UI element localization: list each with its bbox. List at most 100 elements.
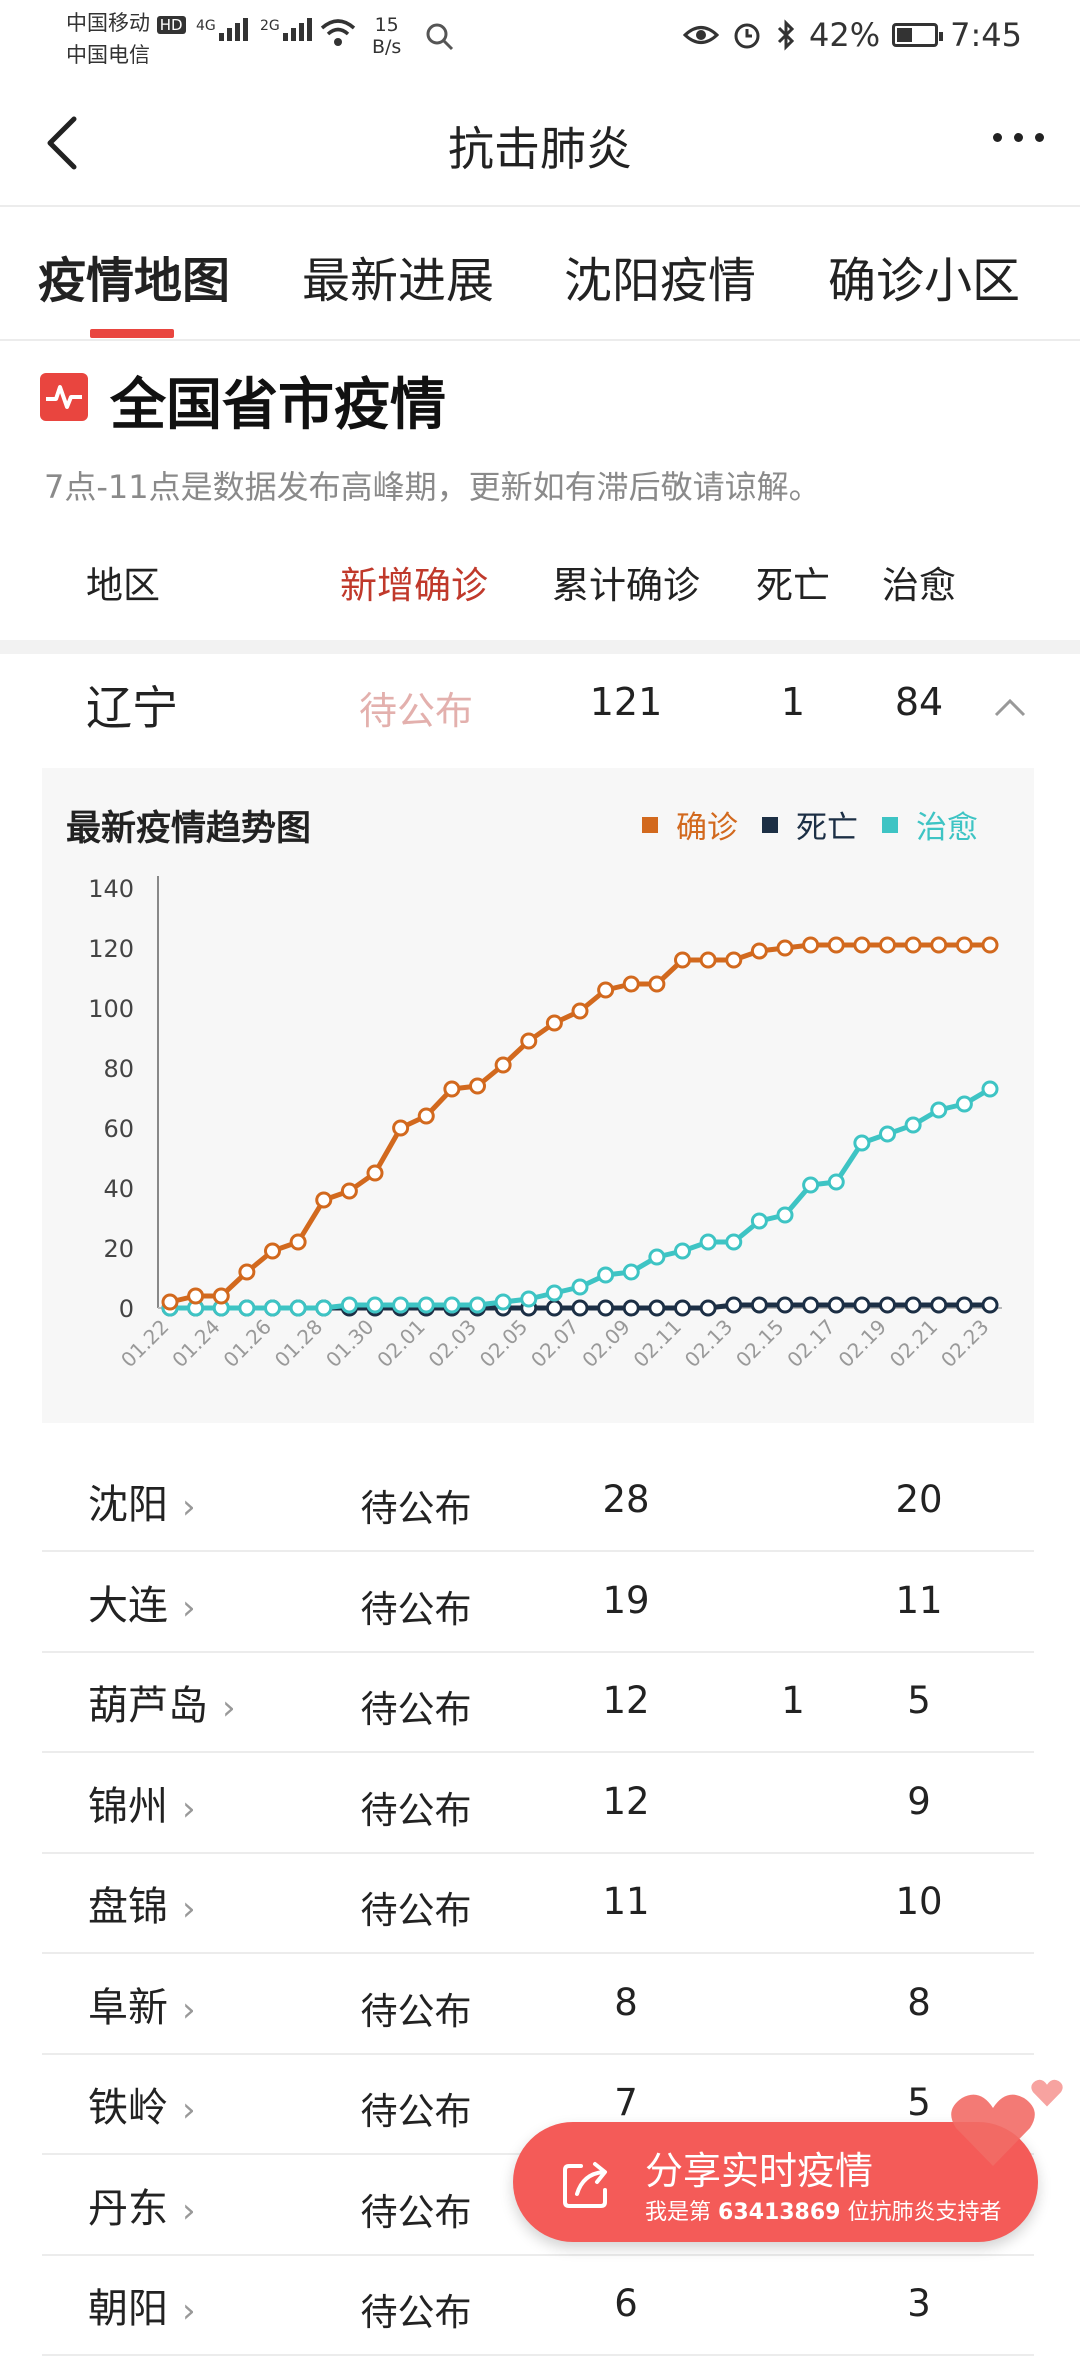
city-new: 待公布 — [360, 2291, 472, 2334]
battery-percent: 42% — [809, 16, 881, 54]
x-tick-label: 02.01 — [372, 1315, 429, 1372]
city-name: 葫芦岛 › — [88, 1673, 236, 1731]
city-total: 11 — [602, 1880, 650, 1923]
y-tick-label: 40 — [103, 1175, 134, 1203]
city-new: 待公布 — [360, 1989, 472, 2033]
data-point — [699, 951, 717, 969]
y-tick-label: 140 — [88, 875, 134, 903]
data-point — [469, 1296, 486, 1314]
data-point — [904, 1296, 922, 1314]
x-tick-label: 01.24 — [167, 1315, 224, 1372]
city-name-label: 朝阳 — [88, 2286, 168, 2332]
data-point — [827, 936, 845, 954]
data-point — [238, 1263, 256, 1281]
back-arrow-icon[interactable] — [40, 111, 100, 171]
city-name-label: 葫芦岛 — [88, 1683, 208, 1729]
data-point — [981, 936, 999, 954]
city-row[interactable]: 阜新 › 待公布 8 8 — [42, 1953, 1034, 2055]
province-name: 辽宁 — [86, 681, 178, 735]
city-total: 19 — [602, 1578, 650, 1622]
data-point — [853, 936, 871, 954]
city-row[interactable]: 锦州 › 待公布 12 9 — [42, 1752, 1034, 1854]
data-point — [879, 936, 896, 954]
data-point — [955, 936, 973, 954]
col-cured[interactable]: 治愈 — [882, 564, 956, 607]
data-point — [981, 1296, 999, 1314]
data-point — [750, 942, 768, 960]
chart-title: 最新疫情趋势图 — [66, 809, 312, 849]
section-note: 7点-11点是数据发布高峰期，更新如有滞后敬请谅解。 — [44, 468, 821, 506]
share-button[interactable]: 分享实时疫情 我是第 63413869 位抗肺炎支持者 — [513, 2122, 1038, 2242]
share-sub-suffix: 位抗肺炎支持者 — [847, 2200, 1002, 2225]
city-name: 锦州 › — [88, 1774, 196, 1832]
data-point — [802, 1176, 820, 1194]
col-total-confirmed[interactable]: 累计确诊 — [552, 564, 700, 607]
x-tick-label: 02.15 — [731, 1315, 788, 1372]
net-speed-value: 15 — [374, 14, 399, 36]
tab-confirmed-communities[interactable]: 确诊小区 — [828, 253, 1021, 309]
y-tick-label: 0 — [119, 1295, 134, 1323]
data-point — [622, 1299, 640, 1317]
data-point — [545, 1299, 563, 1317]
data-point — [622, 1263, 640, 1281]
chevron-right-icon: › — [182, 2090, 196, 2130]
data-point — [879, 1125, 896, 1143]
city-row[interactable]: 大连 › 待公布 19 11 — [42, 1551, 1034, 1653]
share-subtitle: 我是第 63413869 位抗肺炎支持者 — [645, 2194, 1002, 2226]
legend-confirmed[interactable]: 确诊 — [642, 802, 738, 847]
city-name: 阜新 › — [88, 1975, 196, 2033]
chevron-right-icon: › — [182, 1487, 196, 1527]
tab-latest-progress[interactable]: 最新进展 — [302, 253, 495, 309]
y-tick-label: 80 — [103, 1055, 134, 1083]
data-point — [315, 1299, 333, 1317]
chevron-up-icon[interactable] — [994, 697, 1026, 717]
data-point — [417, 1296, 435, 1314]
city-row[interactable]: 丹东 › 待公布 — [42, 2154, 1034, 2256]
x-tick-label: 02.17 — [782, 1315, 839, 1372]
col-deaths[interactable]: 死亡 — [756, 564, 830, 607]
city-total: 8 — [614, 1980, 638, 2024]
legend-death[interactable]: 死亡 — [762, 802, 858, 847]
data-point — [597, 981, 615, 999]
data-point — [955, 1296, 973, 1314]
data-point — [827, 1173, 845, 1191]
share-title: 分享实时疫情 — [645, 2149, 874, 2193]
city-row[interactable]: 葫芦岛 › 待公布 12 1 5 — [42, 1651, 1034, 1753]
tab-epidemic-map[interactable]: 疫情地图 — [38, 253, 231, 309]
legend-cured[interactable]: 治愈 — [882, 802, 978, 847]
city-total: 28 — [602, 1478, 650, 1521]
x-tick-label: 01.28 — [270, 1315, 327, 1372]
small-heart-icon — [1031, 2079, 1063, 2107]
data-point — [776, 1296, 794, 1314]
city-name-label: 铁岭 — [88, 2085, 168, 2131]
data-point — [622, 975, 640, 993]
data-point — [904, 1116, 922, 1134]
data-point — [597, 1299, 615, 1317]
data-point — [853, 1296, 871, 1314]
data-point — [187, 1287, 205, 1305]
city-cured: 5 — [907, 1679, 931, 1722]
legend-label-confirmed: 确诊 — [676, 810, 738, 846]
data-point — [494, 1293, 512, 1311]
tab-shenyang[interactable]: 沈阳疫情 — [564, 253, 757, 309]
more-options-icon[interactable] — [993, 133, 1044, 142]
chevron-right-icon: › — [182, 2190, 196, 2231]
city-new: 待公布 — [360, 1788, 472, 1832]
data-point — [725, 1233, 743, 1251]
x-tick-label: 01.22 — [116, 1315, 173, 1372]
data-point — [597, 1266, 615, 1284]
city-cured: 20 — [895, 1478, 943, 1521]
city-death: 1 — [781, 1679, 805, 1722]
city-row[interactable]: 朝阳 › 待公布 6 3 — [42, 2254, 1034, 2356]
city-row[interactable]: 盘锦 › 待公布 11 10 — [42, 1852, 1034, 1954]
x-tick-label: 02.09 — [577, 1315, 634, 1372]
x-tick-label: 02.19 — [834, 1315, 891, 1372]
data-point — [699, 1299, 717, 1317]
data-point — [904, 936, 922, 954]
province-death: 1 — [780, 680, 806, 724]
city-row[interactable]: 沈阳 › 待公布 28 20 — [42, 1450, 1034, 1552]
data-point — [545, 1284, 563, 1302]
chevron-right-icon: › — [182, 1889, 196, 1929]
series-line — [170, 1086, 992, 1311]
col-new-confirmed[interactable]: 新增确诊 — [340, 564, 488, 607]
